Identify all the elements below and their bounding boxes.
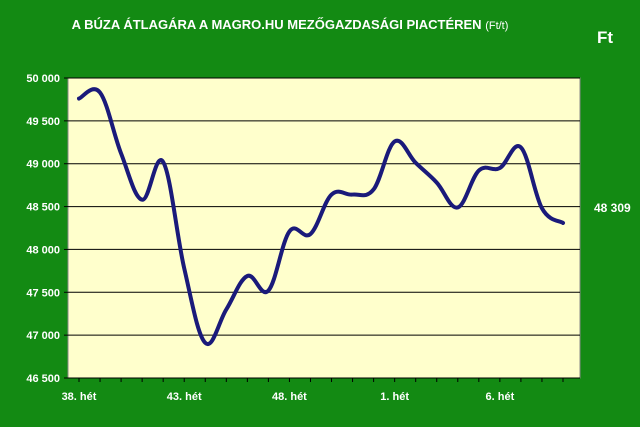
y-axis-ticks: 50 000 49 500 49 000 48 500 48 000 47 500 47 0…	[26, 73, 68, 385]
series-line-wheat-price	[77, 87, 565, 347]
y-tick-label: 48 000	[26, 244, 60, 256]
gridlines	[68, 77, 580, 379]
unit-label: Ft	[597, 28, 614, 47]
y-tick-label: 50 000	[26, 73, 60, 85]
last-value-label: 48 309	[594, 201, 631, 215]
chart-title-unit: (Ft/t)	[485, 20, 509, 32]
y-tick-label: 48 500	[26, 202, 60, 214]
y-tick-label: 49 000	[26, 159, 60, 171]
chart-title: A BÚZA ÁTLAGÁRA A MAGRO.HU MEZŐGAZDASÁGI…	[0, 17, 580, 32]
x-tick-label: 43. hét	[167, 391, 202, 403]
x-tick-label: 6. hét	[486, 391, 515, 403]
y-tick-label: 49 500	[26, 116, 60, 128]
x-tick-label: 48. hét	[272, 391, 307, 403]
x-tick-label: 38. hét	[62, 391, 97, 403]
y-tick-label: 46 500	[26, 373, 60, 385]
x-tick-label: 1. hét	[380, 391, 409, 403]
y-tick-label: 47 500	[26, 287, 60, 299]
x-axis-ticks: 38. hét 43. hét 48. hét 1. hét 6. hét	[62, 378, 564, 403]
y-tick-label: 47 000	[26, 330, 60, 342]
plot-area	[67, 77, 581, 379]
chart-title-text: A BÚZA ÁTLAGÁRA A MAGRO.HU MEZŐGAZDASÁGI…	[71, 17, 482, 32]
